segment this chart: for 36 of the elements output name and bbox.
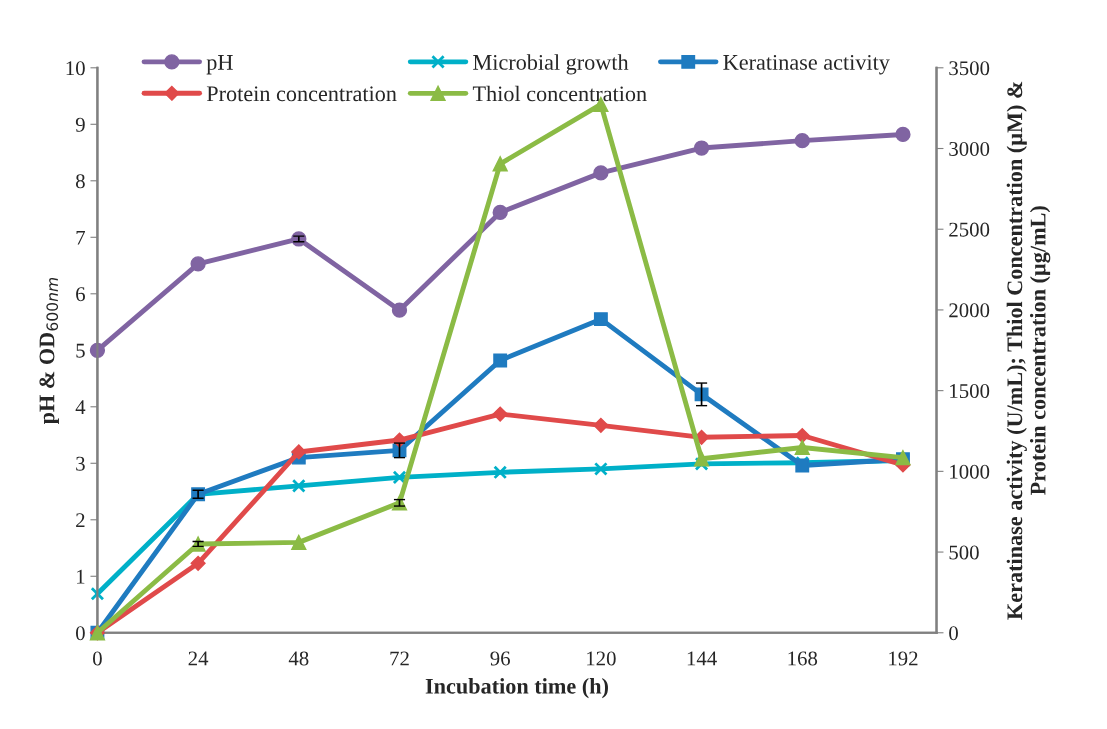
y-tick-label: 7 (76, 230, 86, 245)
y-tick-label: 6 (76, 287, 85, 302)
legend-label: Protein concentration (206, 86, 397, 102)
y-tick-label: 10 (66, 61, 85, 76)
y-tick-label: 2 (76, 513, 85, 528)
y-axis-title: pH & OD$_{600nm}$ (39, 277, 59, 425)
y-tick-label: 0 (75, 626, 85, 641)
y2-tick-label: 500 (949, 545, 979, 560)
y2-tick-label: 1500 (950, 384, 990, 399)
x-tick-label: 0 (93, 651, 102, 666)
y2-tick-label: 3000 (949, 141, 990, 156)
y-tick-label: 5 (76, 343, 85, 358)
x-axis-title: Incubation time (h) (425, 678, 608, 699)
x-tick-label: 144 (687, 651, 717, 666)
y2-tick-label: 3500 (949, 61, 990, 76)
y2-tick-label: 1000 (950, 464, 990, 479)
y2-axis-title: Keratinase activity (U/mL); Thiol Concentration (µM) & Protein concentration (µg/mL) (1006, 81, 1051, 620)
legend-label: Microbial growth (473, 54, 629, 75)
y-tick-label: 9 (75, 117, 85, 132)
x-tick-label: 192 (889, 651, 918, 666)
x-tick-label: 168 (788, 651, 818, 666)
x-tick-label: 96 (490, 651, 510, 666)
y-tick-label: 8 (75, 174, 85, 189)
y2-tick-label: 2500 (949, 222, 990, 237)
y-tick-label: 3 (76, 456, 85, 471)
legend-label: Thiol concentration (472, 85, 647, 102)
x-tick-label: 120 (587, 651, 616, 666)
x-tick-label: 72 (390, 651, 409, 666)
legend-label: Keratinase activity (723, 54, 890, 75)
y2-tick-label: 2000 (949, 303, 990, 318)
x-tick-label: 24 (188, 651, 209, 666)
y2-tick-label: 0 (949, 626, 958, 641)
legend-label: pH (206, 55, 233, 75)
y-tick-label: 4 (75, 400, 86, 415)
x-tick-label: 48 (288, 651, 309, 666)
y-tick-label: 1 (77, 569, 85, 584)
